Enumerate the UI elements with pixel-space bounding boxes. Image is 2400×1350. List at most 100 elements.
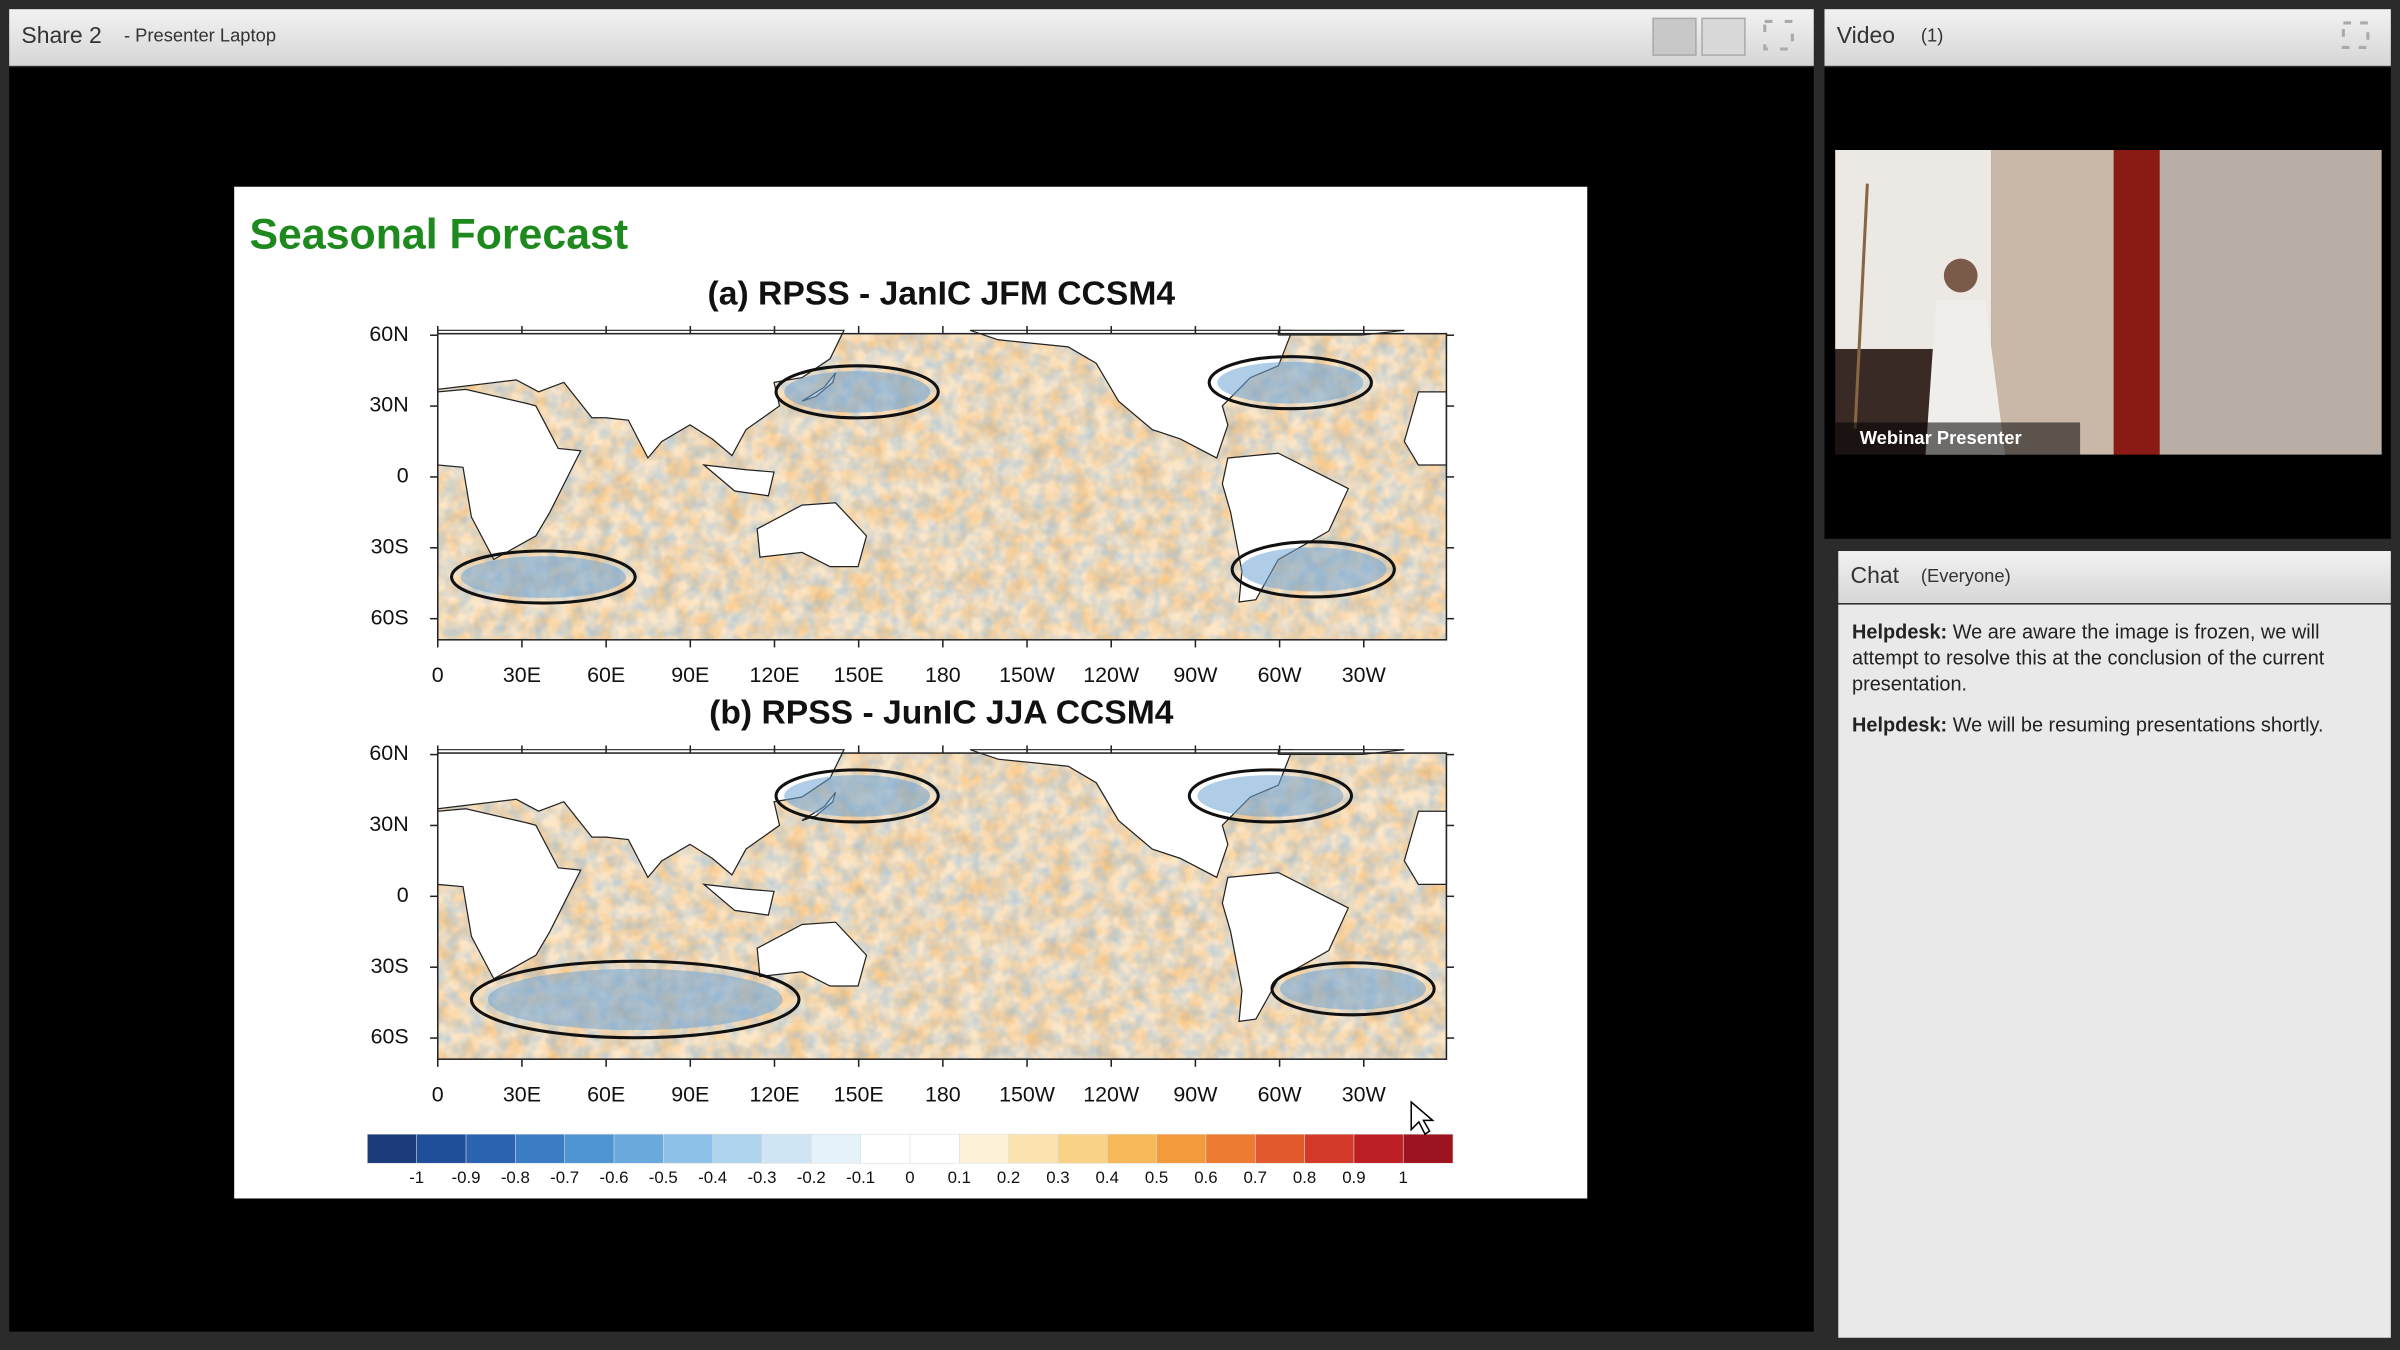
colorbar-label: -0.9 [452, 1168, 481, 1187]
colorbar-box [1057, 1133, 1109, 1164]
colorbar-box [663, 1133, 714, 1164]
lon-label: 120W [1083, 663, 1140, 687]
lon-label: 180 [925, 663, 961, 687]
colorbar-box [1156, 1133, 1207, 1164]
colorbar-box [1254, 1133, 1306, 1164]
colorbar-box [367, 1133, 418, 1164]
lon-label: 0 [432, 663, 444, 687]
presenter-head [1943, 258, 1978, 293]
colorbar-label: 0.1 [948, 1168, 971, 1187]
colorbar-label: -1 [409, 1168, 424, 1187]
chat-sender: Helpdesk: [1852, 619, 1948, 643]
lon-label: 60W [1258, 663, 1303, 687]
chat-log: Helpdesk: We are aware the image is froz… [1852, 618, 2382, 737]
lon-label: 30W [1342, 663, 1387, 687]
colorbar-box [1402, 1133, 1454, 1164]
lon-label: 90E [671, 663, 709, 687]
lon-label: 150E [834, 1083, 884, 1107]
colorbar-label: 0.5 [1145, 1168, 1168, 1187]
lon-label: 0 [432, 1083, 444, 1107]
layout-button[interactable] [1701, 17, 1746, 56]
region-blue [1280, 967, 1427, 1010]
colorbar-label: -0.6 [599, 1168, 628, 1187]
map-title: (b) RPSS - JunIC JJA CCSM4 [709, 695, 1174, 732]
share-title: Share 2 [21, 22, 101, 48]
continent [756, 502, 868, 568]
lat-label: 30N [369, 393, 408, 417]
colorbar-label: -0.4 [698, 1168, 727, 1187]
colorbar-label: 0.7 [1244, 1168, 1267, 1187]
colorbar-label: -0.7 [550, 1168, 579, 1187]
colorbar-label: -0.8 [501, 1168, 530, 1187]
lon-label: 90W [1173, 1083, 1218, 1107]
region-outline [469, 959, 801, 1040]
continent [437, 808, 582, 980]
lon-label: 120E [749, 663, 799, 687]
lon-label: 90W [1173, 663, 1218, 687]
lat-label: 60S [371, 1025, 409, 1049]
wall [1991, 150, 2114, 455]
mouse-cursor [1410, 1100, 1435, 1136]
colorbar-box [564, 1133, 615, 1164]
colorbar-box [1304, 1133, 1355, 1164]
lon-label: 150W [999, 663, 1056, 687]
lon-label: 30E [503, 663, 541, 687]
slide-title: Seasonal Forecast [249, 211, 628, 259]
lon-label: 180 [925, 1083, 961, 1107]
colorbar-label: 0.6 [1194, 1168, 1217, 1187]
continent [701, 883, 775, 916]
colorbar-box [860, 1133, 911, 1164]
lon-label: 60E [587, 663, 625, 687]
colorbar-label: -0.1 [846, 1168, 875, 1187]
lat-label: 0 [397, 883, 409, 907]
lon-label: 90E [671, 1083, 709, 1107]
lat-label: 30S [371, 534, 409, 558]
lat-label: 30S [371, 954, 409, 978]
continent [701, 464, 775, 497]
lon-label: 60E [587, 1083, 625, 1107]
region-blue [1217, 361, 1364, 404]
colorbar-box [1008, 1133, 1059, 1164]
region-blue [460, 556, 627, 598]
colorbar-label: -0.5 [649, 1168, 678, 1187]
colorbar-label: 0.4 [1096, 1168, 1119, 1187]
continent [1221, 871, 1350, 1023]
fullscreen-button[interactable] [2341, 21, 2370, 49]
lon-label: 120E [749, 1083, 799, 1107]
lon-label: 60W [1258, 1083, 1303, 1107]
chat-messages: Helpdesk: We are aware the image is froz… [1852, 618, 2382, 737]
chat-message: Helpdesk: We will be resuming presentati… [1852, 712, 2382, 738]
lon-label: 120W [1083, 1083, 1140, 1107]
colorbar-box [958, 1133, 1010, 1164]
chat-scope: (Everyone) [1921, 565, 2011, 586]
colorbar-box [1205, 1133, 1257, 1164]
share-header [9, 9, 1814, 66]
layout-button[interactable] [1652, 17, 1697, 56]
colorbar-label: -0.2 [797, 1168, 826, 1187]
chat-body [1838, 604, 2391, 1338]
colorbar-box [712, 1133, 763, 1164]
region-outline [1270, 961, 1436, 1017]
colorbar-box [810, 1133, 862, 1164]
name-tag-bg [1835, 422, 2081, 455]
lon-label: 30E [503, 1083, 541, 1107]
curtain [2113, 150, 2160, 455]
region-blue [1197, 775, 1344, 817]
chat-text: We will be resuming presentations shortl… [1952, 713, 2324, 737]
continent [437, 329, 845, 460]
colorbar: -1 -0.9 -0.8 -0.7 -0.6 -0.5 -0.4 -0.3 -0.2 -0.1 0 0… [367, 1133, 1454, 1187]
colorbar-box [761, 1133, 813, 1164]
region-outline [1187, 768, 1354, 824]
colorbar-box [909, 1133, 961, 1164]
colorbar-label: 1 [1399, 1168, 1408, 1187]
lon-label: 150W [999, 1083, 1056, 1107]
maps: (a) RPSS - JanIC JFM CCSM4 60N 30N 0 30S 60S 0… [369, 275, 1455, 1107]
colorbar-label: 0.3 [1046, 1168, 1069, 1187]
fullscreen-button[interactable] [1763, 19, 1794, 51]
pointer [1853, 183, 1869, 429]
colorbar-box [416, 1133, 467, 1164]
video-title: Video [1837, 22, 1895, 48]
presenter-body [1925, 300, 2006, 455]
